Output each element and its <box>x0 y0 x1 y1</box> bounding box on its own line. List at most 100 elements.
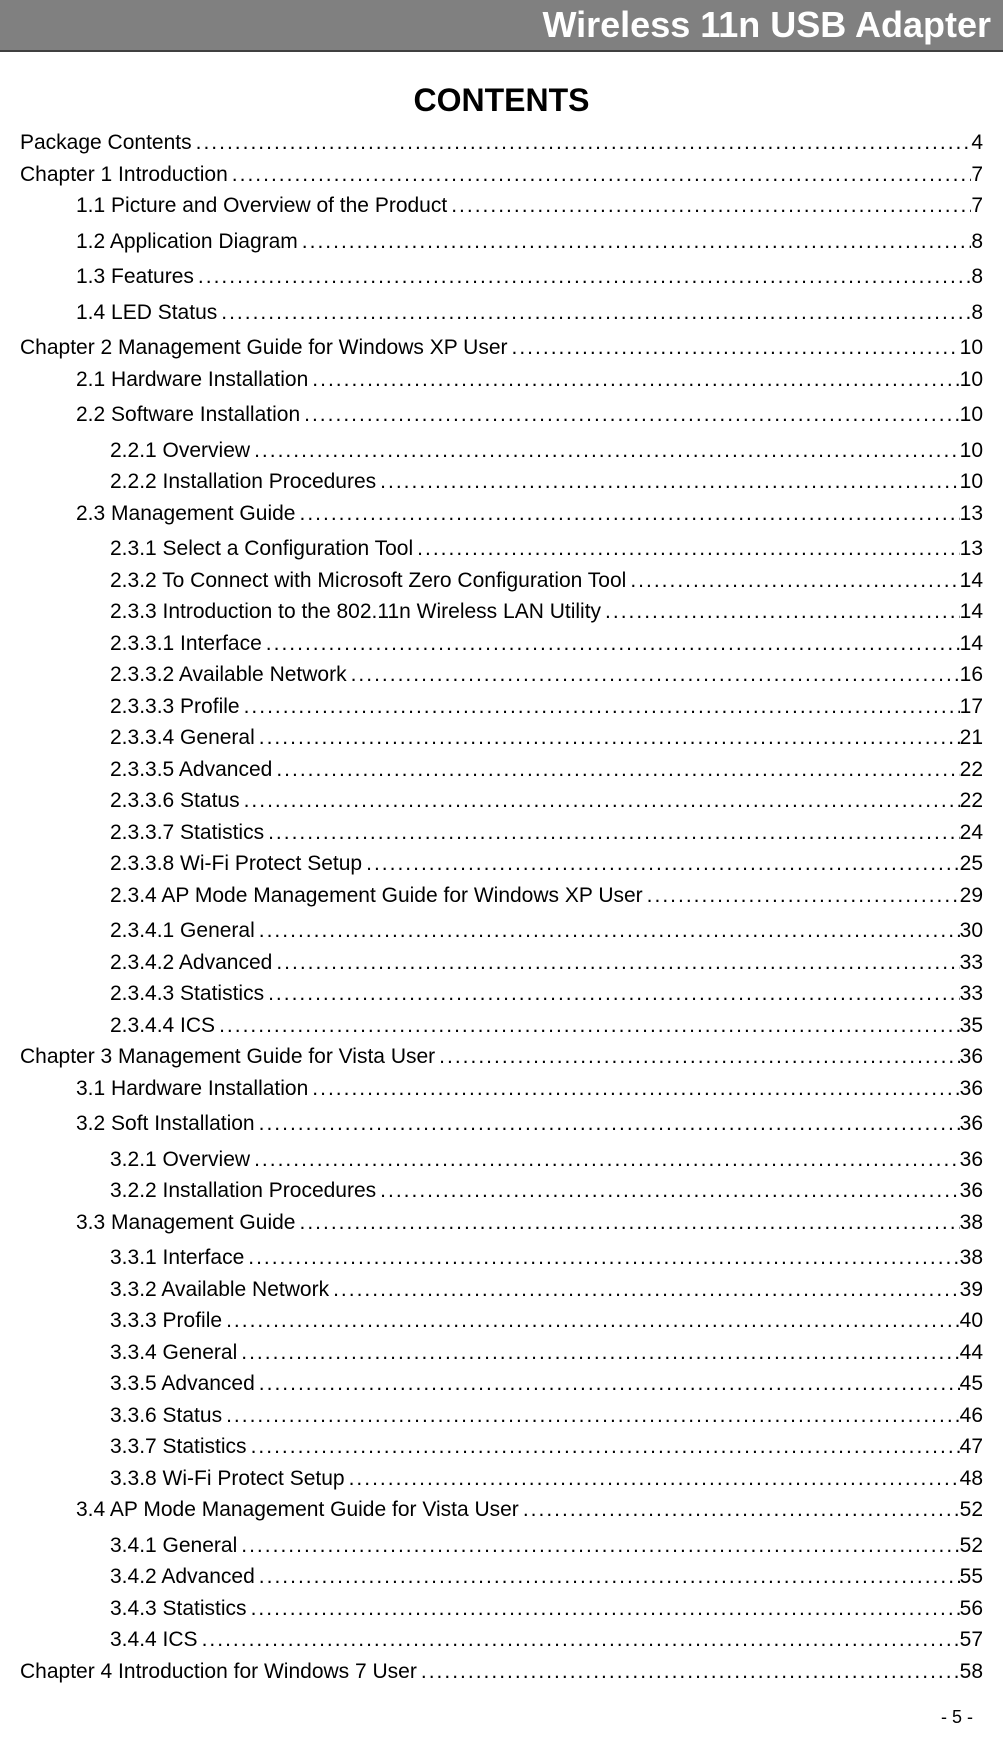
toc-page: 33 <box>960 947 983 979</box>
toc-page: 16 <box>960 659 983 691</box>
toc-page: 36 <box>960 1073 983 1105</box>
toc-page: 38 <box>960 1207 983 1239</box>
toc-entry: 2.3.3.1 Interface14 <box>20 628 983 660</box>
toc-entry: 1.1 Picture and Overview of the Product7 <box>20 190 983 222</box>
toc-leader-dots <box>272 754 959 786</box>
toc-entry: 3.2 Soft Installation36 <box>20 1108 983 1140</box>
toc-label: 3.1 Hardware Installation <box>76 1073 308 1105</box>
toc-entry: 2.3.3.2 Available Network16 <box>20 659 983 691</box>
toc-label: 3.3.3 Profile <box>110 1305 222 1337</box>
toc-entry: Chapter 2 Management Guide for Windows X… <box>20 332 983 364</box>
toc-entry: 2.3.1 Select a Configuration Tool 13 <box>20 533 983 565</box>
toc-page: 33 <box>960 978 983 1010</box>
toc-entry: 2.3.3 Introduction to the 802.11n Wirele… <box>20 596 983 628</box>
toc-entry: Chapter 4 Introduction for Windows 7 Use… <box>20 1656 983 1688</box>
toc-page: 24 <box>960 817 983 849</box>
toc-page: 44 <box>960 1337 983 1369</box>
toc-leader-dots <box>264 978 960 1010</box>
toc-label: 2.3.3.4 General <box>110 722 255 754</box>
toc-entry: 2.3.3.6 Status22 <box>20 785 983 817</box>
toc-container: Package Contents4Chapter 1 Introduction 7… <box>0 127 1003 1687</box>
toc-page: 55 <box>960 1561 983 1593</box>
toc-label: 3.4.1 General <box>110 1530 237 1562</box>
toc-entry: 2.3.3.8 Wi-Fi Protect Setup25 <box>20 848 983 880</box>
toc-page: 47 <box>960 1431 983 1463</box>
toc-leader-dots <box>376 1175 959 1207</box>
toc-label: 2.3.2 To Connect with Microsoft Zero Con… <box>110 565 626 597</box>
toc-page: 7 <box>971 159 983 191</box>
toc-leader-dots <box>237 1530 959 1562</box>
toc-label: 2.3.3.7 Statistics <box>110 817 264 849</box>
toc-label: 2.3.4.2 Advanced <box>110 947 272 979</box>
toc-page: 40 <box>960 1305 983 1337</box>
toc-page: 36 <box>960 1175 983 1207</box>
toc-label: Chapter 3 Management Guide for Vista Use… <box>20 1041 435 1073</box>
toc-entry: Package Contents4 <box>20 127 983 159</box>
toc-page: 13 <box>960 533 983 565</box>
toc-entry: 3.4 AP Mode Management Guide for Vista U… <box>20 1494 983 1526</box>
toc-page: 48 <box>960 1463 983 1495</box>
toc-label: 3.4.2 Advanced <box>110 1561 255 1593</box>
toc-label: 2.3.1 Select a Configuration Tool <box>110 533 413 565</box>
toc-label: 1.2 Application Diagram <box>76 226 298 258</box>
toc-leader-dots <box>255 915 960 947</box>
toc-label: 3.3.7 Statistics <box>110 1431 247 1463</box>
toc-leader-dots <box>240 785 960 817</box>
toc-leader-dots <box>255 722 960 754</box>
toc-leader-dots <box>192 127 972 159</box>
toc-leader-dots <box>413 533 959 565</box>
toc-label: 2.2.2 Installation Procedures <box>110 466 376 498</box>
page-number: - 5 - <box>941 1707 973 1727</box>
toc-leader-dots <box>272 947 959 979</box>
toc-entry: 3.1 Hardware Installation 36 <box>20 1073 983 1105</box>
toc-label: 2.2 Software Installation <box>76 399 300 431</box>
toc-page: 46 <box>960 1400 983 1432</box>
toc-page: 30 <box>960 915 983 947</box>
toc-label: 3.3 Management Guide <box>76 1207 295 1239</box>
toc-entry: 2.3.4.2 Advanced 33 <box>20 947 983 979</box>
toc-leader-dots <box>222 1400 960 1432</box>
toc-entry: Chapter 3 Management Guide for Vista Use… <box>20 1041 983 1073</box>
toc-entry: 1.4 LED Status8 <box>20 297 983 329</box>
toc-page: 10 <box>960 364 983 396</box>
toc-entry: 3.4.4 ICS57 <box>20 1624 983 1656</box>
toc-label: 2.3 Management Guide <box>76 498 295 530</box>
toc-entry: 3.4.2 Advanced 55 <box>20 1561 983 1593</box>
toc-leader-dots <box>228 159 972 191</box>
toc-leader-dots <box>217 297 971 329</box>
toc-label: 2.3.4 AP Mode Management Guide for Windo… <box>110 880 643 912</box>
toc-leader-dots <box>308 364 959 396</box>
toc-label: Chapter 1 Introduction <box>20 159 228 191</box>
toc-page: 4 <box>971 127 983 159</box>
toc-entry: 3.2.1 Overview36 <box>20 1144 983 1176</box>
toc-label: 3.2 Soft Installation <box>76 1108 255 1140</box>
toc-entry: 2.2 Software Installation10 <box>20 399 983 431</box>
toc-leader-dots <box>240 691 960 723</box>
toc-label: 3.2.2 Installation Procedures <box>110 1175 376 1207</box>
toc-leader-dots <box>250 1144 960 1176</box>
toc-page: 8 <box>971 297 983 329</box>
toc-leader-dots <box>308 1073 959 1105</box>
toc-label: 2.3.3.3 Profile <box>110 691 240 723</box>
toc-entry: 2.2.1 Overview10 <box>20 435 983 467</box>
toc-page: 36 <box>960 1144 983 1176</box>
toc-label: 2.3.4.1 General <box>110 915 255 947</box>
toc-leader-dots <box>519 1494 960 1526</box>
toc-entry: 2.3.3.5 Advanced22 <box>20 754 983 786</box>
toc-page: 56 <box>960 1593 983 1625</box>
toc-entry: 2.3.3.3 Profile17 <box>20 691 983 723</box>
toc-entry: 3.3.1 Interface38 <box>20 1242 983 1274</box>
toc-entry: 2.3.4.4 ICS35 <box>20 1010 983 1042</box>
toc-page: 52 <box>960 1494 983 1526</box>
toc-leader-dots <box>435 1041 959 1073</box>
toc-leader-dots <box>198 1624 960 1656</box>
toc-entry: 3.4.3 Statistics56 <box>20 1593 983 1625</box>
toc-entry: 1.3 Features8 <box>20 261 983 293</box>
toc-leader-dots <box>262 628 960 660</box>
toc-page: 22 <box>960 754 983 786</box>
toc-leader-dots <box>508 332 960 364</box>
contents-heading: CONTENTS <box>0 82 1003 119</box>
toc-label: Chapter 2 Management Guide for Windows X… <box>20 332 508 364</box>
toc-entry: 2.3.2 To Connect with Microsoft Zero Con… <box>20 565 983 597</box>
toc-leader-dots <box>376 466 959 498</box>
